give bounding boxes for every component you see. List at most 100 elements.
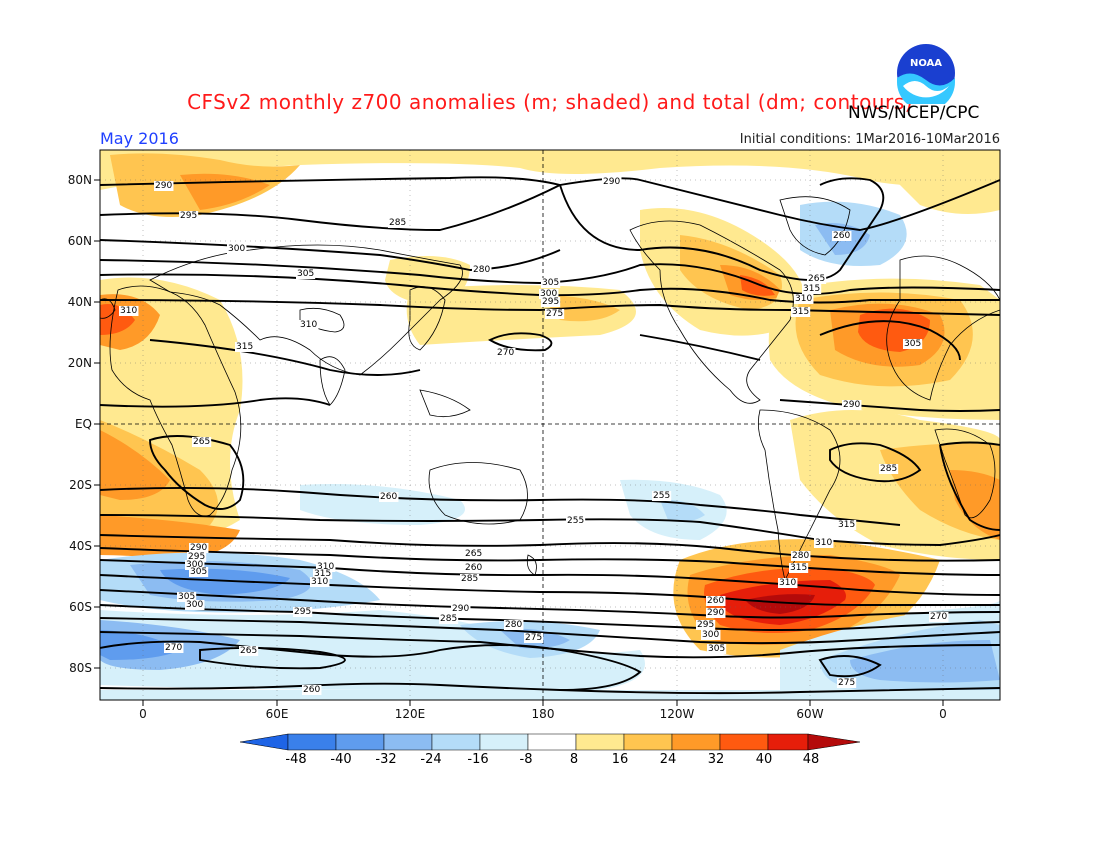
contour-label: 295 (188, 552, 205, 562)
contour-label: 290 (190, 543, 207, 553)
contour-label: 285 (880, 464, 897, 474)
contour-label: 265 (240, 646, 257, 656)
agency-label: NWS/NCEP/CPC (848, 103, 980, 123)
colorbar-segment (335, 733, 385, 751)
map-title: CFSv2 monthly z700 anomalies (m; shaded)… (187, 90, 913, 114)
contour-label: 260 (833, 231, 850, 241)
contour-label: 260 (380, 492, 397, 502)
colorbar-tick-label: -48 (285, 752, 306, 767)
contour-label: 295 (180, 211, 197, 221)
latitude-labels: 80N 60N 40N 20N EQ 20S 40S 60S 80S (68, 173, 92, 675)
height-contours (100, 176, 1000, 695)
colorbar-segment (671, 733, 721, 751)
contour-label: 310 (300, 320, 317, 330)
contour-label: 255 (653, 491, 670, 501)
contour-label: 290 (452, 604, 469, 614)
colorbar-segment (431, 733, 481, 751)
noaa-logo-text: NOAA (910, 58, 942, 69)
contour-label: 265 (193, 437, 210, 447)
lon-label: 120E (395, 707, 426, 721)
contour-label: 270 (165, 643, 182, 653)
lat-label: 80N (68, 173, 92, 187)
contour-label: 270 (930, 612, 947, 622)
contour-label: 305 (542, 278, 559, 288)
colorbar-tick-label: 32 (708, 752, 725, 767)
colorbar-tick-label: 24 (660, 752, 677, 767)
colorbar-segment (719, 733, 769, 751)
lat-label: EQ (75, 417, 92, 431)
contour-label: 260 (465, 563, 482, 573)
lon-label: 60E (266, 707, 289, 721)
colorbar-segment (767, 733, 809, 751)
lat-label: 40S (69, 539, 92, 553)
colorbar-segment (527, 733, 577, 751)
contour-label: 300 (186, 600, 203, 610)
contour-label: 310 (779, 578, 796, 588)
contour-label: 285 (440, 614, 457, 624)
contour-label: 280 (473, 265, 490, 275)
contour-label: 270 (497, 348, 514, 358)
lon-label: 180 (532, 707, 555, 721)
contour-label: 310 (317, 562, 334, 572)
contour-label: 300 (540, 289, 557, 299)
map-plot-area: 290 295 300 305 310 315 310 305 300 295 … (100, 150, 1000, 700)
forecast-month: May 2016 (100, 129, 179, 148)
contour-label: 300 (186, 560, 203, 570)
contour-label: 260 (303, 685, 320, 695)
contour-label: 305 (708, 644, 725, 654)
lat-label: 40N (68, 295, 92, 309)
contour-label: 310 (120, 306, 137, 316)
colorbar-right-arrow (807, 733, 861, 751)
colorbar-left-arrow (239, 733, 289, 751)
lat-label: 60N (68, 234, 92, 248)
colorbar-tick-label: 16 (612, 752, 629, 767)
colorbar: -48 -40 -32 -24 -16 -8 8 16 24 32 40 48 (239, 733, 861, 767)
noaa-logo-icon: NOAA (897, 44, 955, 104)
contour-label: 290 (155, 181, 172, 191)
colorbar-tick-label: -8 (520, 752, 533, 767)
colorbar-tick-label: 48 (803, 752, 820, 767)
contour-label: 290 (843, 400, 860, 410)
contour-label: 275 (838, 678, 855, 688)
lon-label: 120W (660, 707, 695, 721)
contour-label: 290 (603, 177, 620, 187)
lon-label: 0 (139, 707, 147, 721)
colorbar-tick-label: 8 (570, 752, 578, 767)
colorbar-segment (383, 733, 433, 751)
contour-label: 275 (546, 309, 563, 319)
contour-label: 305 (297, 269, 314, 279)
lon-label: 60W (796, 707, 823, 721)
contour-label: 300 (702, 630, 719, 640)
contour-label: 310 (795, 294, 812, 304)
contour-label: 255 (567, 516, 584, 526)
contour-label: 280 (792, 551, 809, 561)
contour-labels: 290 295 300 305 310 315 310 305 300 295 … (119, 177, 949, 695)
lat-label: 20N (68, 356, 92, 370)
lon-label: 0 (939, 707, 947, 721)
contour-label: 300 (228, 244, 245, 254)
contour-label: 285 (389, 218, 406, 228)
contour-label: 265 (465, 549, 482, 559)
contour-label: 285 (461, 574, 478, 584)
axis-ticks (94, 179, 944, 706)
colorbar-segment (575, 733, 625, 751)
contour-label: 315 (792, 307, 809, 317)
contour-label: 265 (808, 274, 825, 284)
colorbar-tick-label: -40 (330, 752, 351, 767)
contour-label: 315 (314, 569, 331, 579)
map-frame (99, 149, 1001, 701)
colorbar-segment (623, 733, 673, 751)
lat-label: 80S (69, 661, 92, 675)
contour-label: 305 (190, 567, 207, 577)
contour-label: 315 (803, 284, 820, 294)
colorbar-segment (479, 733, 529, 751)
colorbar-tick-label: -32 (375, 752, 396, 767)
contour-label: 310 (311, 577, 328, 587)
contour-label: 275 (525, 633, 542, 643)
colorbar-tick-label: 40 (756, 752, 773, 767)
initial-conditions: Initial conditions: 1Mar2016-10Mar2016 (739, 132, 1000, 147)
colorbar-tick-label: -16 (467, 752, 488, 767)
lat-label: 60S (69, 600, 92, 614)
contour-label: 315 (236, 342, 253, 352)
